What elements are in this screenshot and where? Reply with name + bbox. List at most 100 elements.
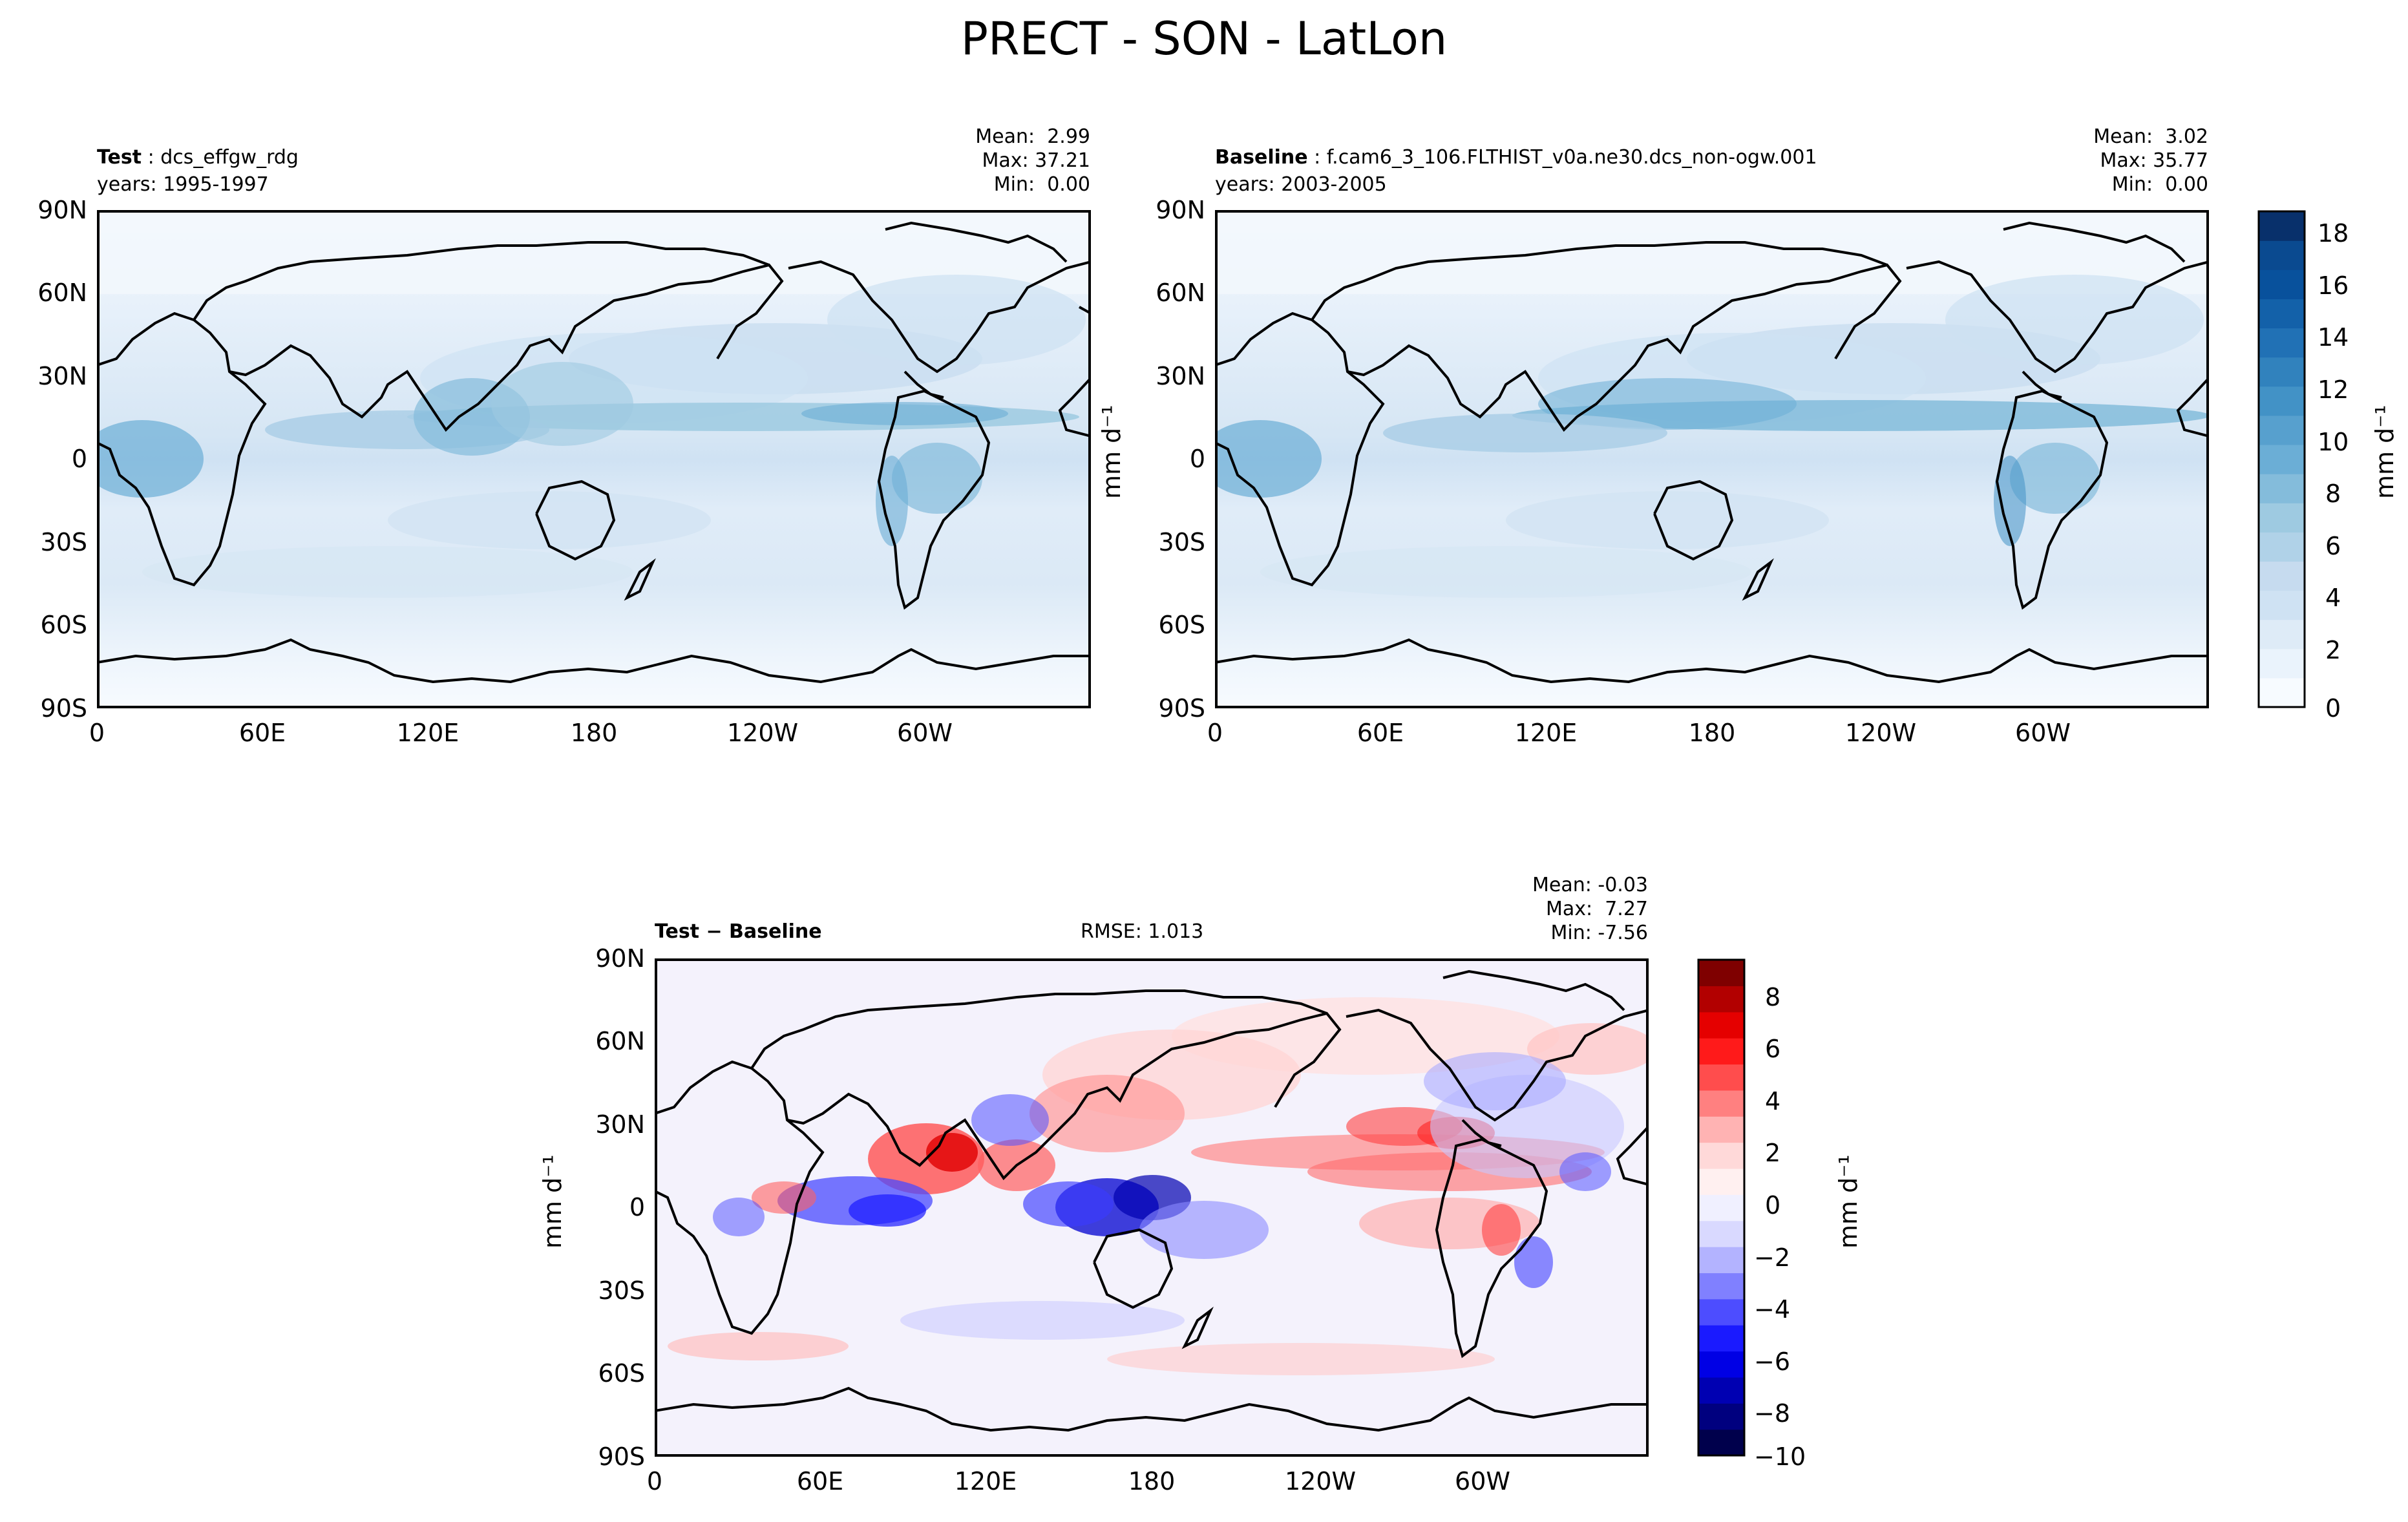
test-lon-tick: 120W xyxy=(727,719,799,747)
top-colorbar-tick: 10 xyxy=(2318,428,2349,456)
bottom-colorbar-bands xyxy=(1698,960,1744,1456)
top-colorbar-tick: 18 xyxy=(2318,219,2349,248)
test-map xyxy=(97,210,1091,708)
diff-lat-tick: 60S xyxy=(598,1359,645,1388)
bottom-colorbar-tick: 4 xyxy=(1765,1087,1781,1115)
diff-stat-min: Min: -7.56 xyxy=(1550,922,1649,944)
baseline-lon-tick: 0 xyxy=(1207,719,1223,747)
bottom-colorbar-tick: −2 xyxy=(1754,1243,1791,1272)
baseline-lon-tick: 180 xyxy=(1688,719,1736,747)
baseline-lat-tick: 30N xyxy=(1156,362,1205,390)
diff-lat-tick: 30N xyxy=(595,1110,645,1139)
top-colorbar xyxy=(2257,210,2306,708)
colorbar-band xyxy=(1698,1403,1744,1430)
diff-lon-tick: 60W xyxy=(1455,1467,1510,1496)
baseline-yaxis-units: mm d⁻¹ xyxy=(1097,405,1126,499)
diff-lon-tick: 120E xyxy=(954,1467,1017,1496)
top-colorbar-bands xyxy=(2259,211,2305,708)
test-lat-tick: 60S xyxy=(40,611,87,639)
baseline-stat-min: Min: 0.00 xyxy=(2111,173,2208,196)
baseline-panel-label: Baseline : f.cam6_3_106.FLTHIST_v0a.ne30… xyxy=(1215,146,1817,169)
colorbar-band xyxy=(1698,1038,1744,1065)
test-lon-tick: 60E xyxy=(238,719,286,747)
top-colorbar-tick: 8 xyxy=(2325,480,2341,508)
colorbar-band xyxy=(1698,1011,1744,1039)
colorbar-band xyxy=(2259,648,2305,679)
top-colorbar-tick: 14 xyxy=(2318,323,2349,352)
colorbar-band xyxy=(2259,270,2305,299)
colorbar-band xyxy=(2259,299,2305,329)
colorbar-band xyxy=(1698,1194,1744,1221)
baseline-map xyxy=(1215,210,2209,708)
bottom-colorbar-tick: −10 xyxy=(1754,1443,1806,1471)
colorbar-band xyxy=(1698,1116,1744,1143)
colorbar-band xyxy=(1698,1273,1744,1300)
test-lon-tick: 0 xyxy=(89,719,105,747)
colorbar-band xyxy=(2259,619,2305,650)
baseline-lon-tick: 60E xyxy=(1357,719,1404,747)
baseline-lon-tick: 60W xyxy=(2015,719,2071,747)
diff-label-bold: Test − Baseline xyxy=(655,920,822,943)
colorbar-band xyxy=(2259,532,2305,562)
baseline-years: years: 2003-2005 xyxy=(1215,173,1387,196)
colorbar-band xyxy=(2259,444,2305,474)
bottom-colorbar-label: mm d⁻¹ xyxy=(1834,1154,1863,1249)
baseline-stat-max: Max: 35.77 xyxy=(2100,149,2208,172)
diff-lat-tick: 60N xyxy=(595,1027,645,1055)
colorbar-band xyxy=(1698,1220,1744,1247)
top-colorbar-tick: 2 xyxy=(2325,636,2341,664)
baseline-lat-tick: 60S xyxy=(1158,611,1205,639)
colorbar-band xyxy=(1698,1168,1744,1195)
test-years: years: 1995-1997 xyxy=(97,173,269,196)
baseline-lat-tick: 90S xyxy=(1158,694,1205,723)
top-colorbar-tick: 4 xyxy=(2325,584,2341,612)
test-lon-tick: 120E xyxy=(396,719,459,747)
test-lat-tick: 30S xyxy=(40,528,87,556)
bottom-colorbar-tick: −4 xyxy=(1754,1295,1791,1324)
colorbar-band xyxy=(1698,1142,1744,1169)
test-stat-min: Min: 0.00 xyxy=(993,173,1090,196)
diff-map xyxy=(655,958,1649,1457)
test-lat-tick: 30N xyxy=(37,362,87,390)
test-lat-tick: 60N xyxy=(37,279,87,307)
test-lat-tick: 90N xyxy=(37,196,87,224)
diff-lat-tick: 30S xyxy=(598,1276,645,1305)
diff-lon-tick: 180 xyxy=(1128,1467,1176,1496)
baseline-stat-mean: Mean: 3.02 xyxy=(2093,125,2208,148)
diff-lon-tick: 120W xyxy=(1285,1467,1357,1496)
colorbar-band xyxy=(2259,677,2305,708)
bottom-colorbar-tick: 6 xyxy=(1765,1035,1781,1063)
bottom-colorbar-tick: −6 xyxy=(1754,1348,1791,1376)
diff-stat-mean: Mean: -0.03 xyxy=(1532,874,1648,896)
test-lat-tick: 90S xyxy=(40,694,87,723)
colorbar-band xyxy=(2259,590,2305,620)
test-lon-tick: 180 xyxy=(570,719,618,747)
diff-lat-tick: 90N xyxy=(595,944,645,973)
test-stat-mean: Mean: 2.99 xyxy=(975,125,1090,148)
colorbar-band xyxy=(1698,1090,1744,1117)
colorbar-band xyxy=(1698,1377,1744,1404)
test-label-rest: : dcs_effgw_rdg xyxy=(142,146,299,169)
colorbar-band xyxy=(2259,211,2305,241)
top-colorbar-tick: 16 xyxy=(2318,271,2349,300)
colorbar-band xyxy=(2259,328,2305,358)
colorbar-band xyxy=(1698,1325,1744,1352)
baseline-lon-tick: 120W xyxy=(1845,719,1917,747)
colorbar-band xyxy=(1698,1429,1744,1456)
diff-lat-tick: 0 xyxy=(629,1193,645,1221)
colorbar-band xyxy=(2259,357,2305,387)
test-label-bold: Test xyxy=(97,146,142,169)
colorbar-band xyxy=(2259,503,2305,533)
baseline-label-rest: : f.cam6_3_106.FLTHIST_v0a.ne30.dcs_non-… xyxy=(1307,146,1817,169)
colorbar-band xyxy=(1698,1064,1744,1091)
test-stat-max: Max: 37.21 xyxy=(982,149,1090,172)
test-panel-label: Test : dcs_effgw_rdg xyxy=(97,146,299,169)
diff-stat-max: Max: 7.27 xyxy=(1546,898,1648,920)
figure-title: PRECT - SON - LatLon xyxy=(960,12,1448,65)
bottom-colorbar-tick: 2 xyxy=(1765,1139,1781,1167)
diff-lon-tick: 60E xyxy=(796,1467,844,1496)
diff-panel-label: Test − Baseline xyxy=(655,920,822,944)
baseline-lon-tick: 120E xyxy=(1514,719,1578,747)
baseline-lat-tick: 0 xyxy=(1189,445,1205,473)
bottom-colorbar-tick: 0 xyxy=(1765,1191,1781,1220)
